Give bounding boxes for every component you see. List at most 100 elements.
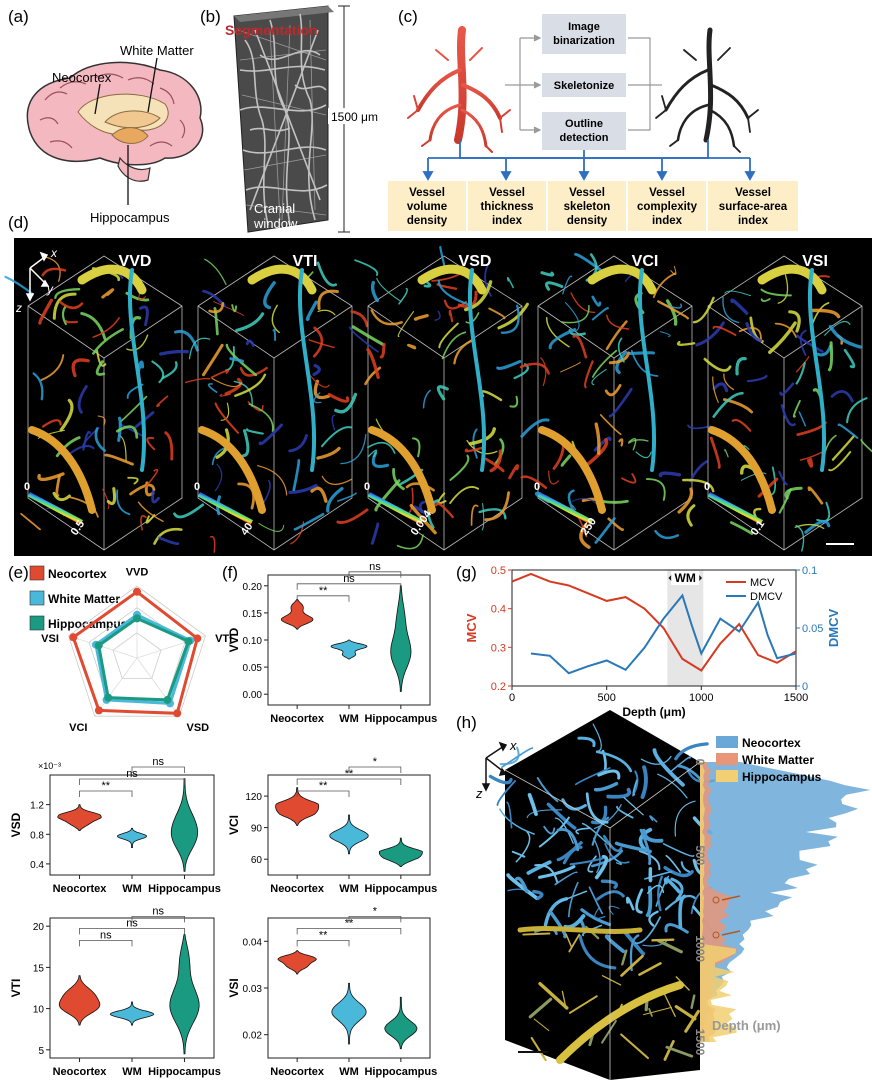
vessel-segment	[722, 296, 740, 324]
x-tick-label: 1000	[689, 692, 713, 704]
vessel-segment	[615, 350, 628, 375]
vessel-segment	[137, 501, 164, 523]
vessel-segment	[561, 798, 587, 811]
vessel-segment	[340, 433, 367, 465]
legend-swatch	[716, 753, 738, 765]
vessel-segment	[665, 299, 678, 326]
vessel-segment	[580, 908, 611, 927]
index-box-vsd	[548, 181, 626, 231]
panel-b-tag: (b)	[200, 7, 221, 26]
vessel-segment	[80, 311, 107, 341]
vessel-segment	[837, 423, 859, 439]
vessel-segment	[248, 403, 274, 432]
vessel-segment	[568, 881, 579, 918]
axis-z-label-d: z	[15, 301, 22, 315]
depth-tick-label: 0	[693, 759, 707, 766]
vessel-segment	[557, 890, 588, 904]
vvd-line-2: volume	[407, 201, 447, 213]
vessel-segment	[760, 288, 792, 297]
vessel-segment	[768, 321, 797, 354]
radar-point	[94, 641, 103, 650]
vessel-segment	[354, 259, 379, 276]
vessel-segment	[82, 430, 91, 451]
vessel-segment	[527, 793, 538, 816]
step-boxes: Image binarization Skeletonize Outline d…	[542, 14, 626, 150]
vessel-segment	[606, 314, 630, 330]
vessel-segment	[262, 479, 271, 505]
y-tick-label: 10	[33, 1005, 45, 1016]
legend-swatch	[29, 615, 45, 631]
vsi-line-3: index	[738, 215, 769, 227]
vessel-segment	[731, 418, 752, 432]
rendering-title: VSI	[802, 253, 828, 270]
vessel-segment	[540, 271, 555, 277]
significance-label: ns	[152, 756, 164, 768]
violin-wm	[109, 1001, 155, 1026]
vessel-segment	[258, 423, 283, 446]
vessel-segment	[532, 889, 544, 900]
vessel-segment	[795, 361, 806, 385]
vessel-segment	[481, 502, 485, 531]
vessel-segment	[571, 504, 577, 511]
vessel-segment	[506, 276, 514, 289]
vessel-segment	[686, 504, 696, 527]
rendering-title: VVD	[119, 253, 152, 270]
vsi-line-2: surface-area	[719, 201, 788, 213]
vessel-segment	[506, 801, 513, 829]
colorbar-gradient	[537, 492, 593, 525]
significance-bracket	[296, 940, 350, 947]
vessel-segment	[52, 491, 71, 502]
significance-label: ns	[343, 573, 355, 585]
vessel-segment	[370, 522, 380, 545]
large-vessel	[556, 981, 684, 1064]
blue-distribution-lines	[422, 140, 756, 181]
vessel-segment	[211, 377, 243, 388]
vessel-segment	[846, 397, 868, 424]
vessel-segment	[65, 319, 79, 324]
vessel-segment	[376, 277, 402, 302]
vessel-segment	[101, 288, 115, 299]
vessel-segment	[364, 366, 382, 386]
vessel-segment	[370, 309, 403, 326]
violin-wm	[330, 639, 368, 660]
vessel-segment	[703, 357, 732, 372]
vessel-segment	[806, 457, 814, 468]
vessel-segment	[412, 437, 421, 458]
vessel-segment	[317, 309, 336, 316]
vessel-segment	[536, 777, 559, 803]
vessel-segment	[104, 453, 134, 466]
vessel-segment	[591, 816, 610, 846]
marker-arrow	[721, 930, 741, 936]
vessel-segment	[623, 930, 646, 956]
vessel-segment	[784, 486, 803, 500]
vessel-segment	[799, 451, 824, 461]
y-axis-label: VSD	[9, 812, 23, 837]
y2-tick-label: 0	[802, 681, 808, 693]
y-tick-label: 0.03	[243, 984, 263, 995]
label-hippocampus: Hippocampus	[90, 210, 170, 225]
significance-label: **	[319, 929, 328, 941]
radar-axis-label: VTI	[215, 633, 232, 645]
vessel-segment	[213, 307, 219, 336]
vessel-segment	[522, 932, 551, 936]
vessel-segment	[638, 827, 653, 852]
vessel-segment	[437, 279, 469, 306]
vessel-segment	[780, 404, 796, 427]
vessel-segment	[231, 304, 238, 313]
y-axis-label: VSI	[227, 978, 241, 997]
large-vessel	[757, 264, 827, 295]
violin-neocortex	[277, 950, 317, 975]
x-tick-label: WM	[339, 713, 359, 725]
panel-e: (e) Neocortex White Matter Hippocampus VVD…	[8, 563, 232, 1078]
vessel-segment	[585, 792, 609, 824]
colorbar	[537, 492, 593, 525]
vvd-line-3: density	[407, 215, 448, 227]
radar-point	[133, 614, 141, 623]
violin-hippocampus	[170, 778, 199, 872]
radar-axis-label: VCI	[69, 722, 87, 734]
vessel-segment	[607, 517, 625, 532]
vessel-segment	[587, 855, 597, 873]
vessel-segment	[593, 804, 622, 830]
vessel-segment	[591, 349, 618, 378]
